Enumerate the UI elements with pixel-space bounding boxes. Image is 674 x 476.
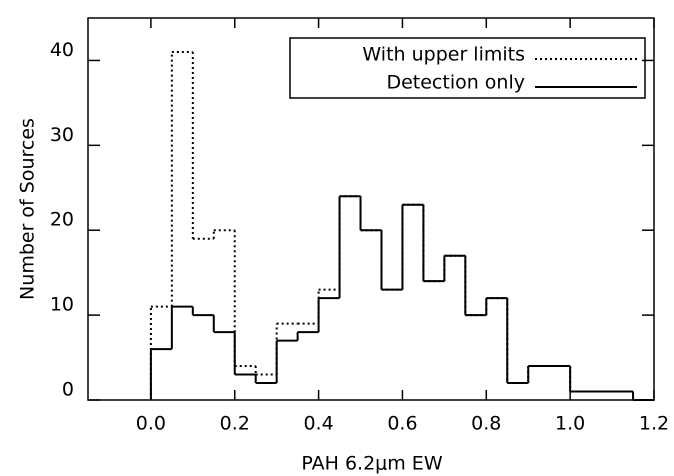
- x-tick-label: 0.4: [303, 413, 333, 435]
- legend-label: With upper limits: [362, 44, 525, 66]
- plot-frame: [87, 17, 655, 401]
- x-tick-label: 0.2: [220, 413, 250, 435]
- legend-label: Detection only: [386, 72, 525, 94]
- x-tick-label: 0.0: [136, 413, 166, 435]
- y-tick-label: 30: [50, 124, 74, 146]
- x-axis-label: PAH 6.2μm EW: [301, 453, 442, 475]
- y-axis-label: Number of Sources: [17, 118, 39, 300]
- x-tick-label: 0.8: [471, 413, 501, 435]
- y-tick-label: 40: [50, 39, 74, 61]
- y-tick-label: 10: [50, 294, 74, 316]
- y-tick-label: 0: [62, 379, 74, 401]
- y-tick-label: 20: [50, 209, 74, 231]
- x-tick-label: 0.6: [387, 413, 417, 435]
- x-tick-label: 1.2: [639, 413, 669, 435]
- x-tick-label: 1.0: [555, 413, 585, 435]
